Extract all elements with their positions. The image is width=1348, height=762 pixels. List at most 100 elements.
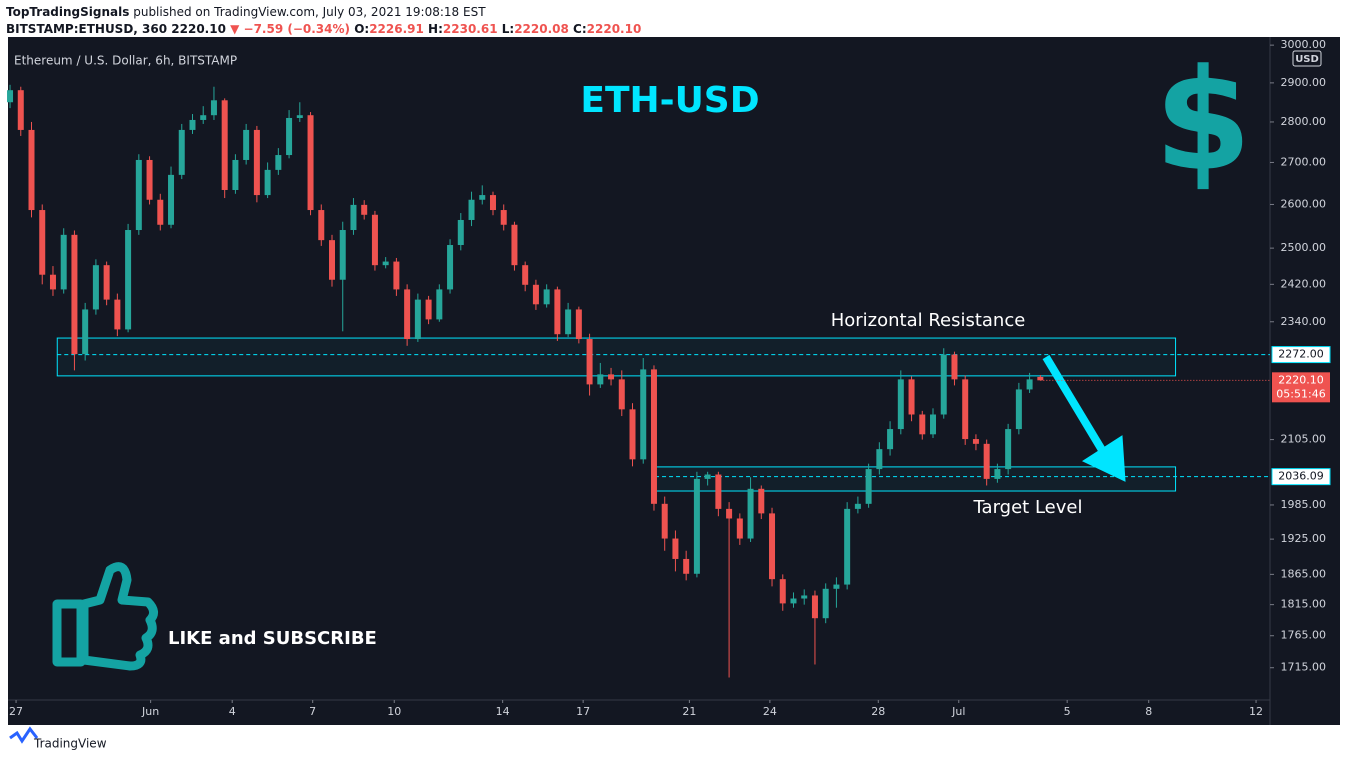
candle-body: [500, 210, 507, 225]
publish-line: TopTradingSignals published on TradingVi…: [6, 5, 486, 19]
candle-body: [1005, 429, 1012, 470]
x-tick-label: Jul: [951, 705, 965, 718]
annotation: LIKE and SUBSCRIBE: [168, 628, 377, 649]
candle-body: [7, 90, 14, 103]
dollar-icon: $: [1154, 40, 1251, 203]
candle-body: [425, 299, 432, 320]
candle-body: [489, 195, 496, 211]
high: 2230.61: [442, 22, 498, 36]
x-tick-label: 7: [309, 705, 316, 718]
candle-body: [790, 598, 797, 604]
legend: Ethereum / U.S. Dollar, 6h, BITSTAMP: [14, 54, 237, 68]
close: 2220.10: [586, 22, 642, 36]
candle-body: [371, 214, 378, 266]
currency: USD: [1295, 54, 1319, 65]
y-tick-label: 1925.00: [1281, 532, 1327, 545]
candle-body: [382, 261, 389, 266]
x-tick-label: 14: [496, 705, 510, 718]
candle-body: [146, 159, 153, 200]
chart-title: ETH-USD: [580, 80, 759, 121]
candle-body: [39, 210, 46, 275]
candle-body: [329, 240, 336, 280]
candle-body: [103, 265, 110, 300]
logo: [9, 726, 39, 744]
candle-body: [543, 289, 550, 305]
candle-body: [92, 265, 99, 310]
candle-body: [1037, 376, 1044, 381]
level-label: 2272.00: [1278, 348, 1324, 361]
candle-body: [114, 299, 121, 330]
candle-body: [962, 379, 969, 440]
candle-body: [447, 245, 454, 290]
candle-body: [897, 379, 904, 430]
candle-body: [522, 265, 529, 285]
open: 2226.91: [369, 22, 424, 36]
candle-body: [82, 309, 89, 355]
candle-body: [683, 558, 690, 574]
candle-body: [672, 538, 679, 559]
candle-body: [693, 478, 700, 574]
candle-body: [457, 219, 464, 246]
zone-label: Target Level: [973, 497, 1083, 518]
candle-body: [168, 174, 175, 225]
candle-body: [468, 199, 475, 220]
candle-body: [575, 309, 582, 340]
candle-body: [983, 443, 990, 479]
candle-body: [49, 274, 56, 290]
level-tag: [1271, 468, 1331, 486]
y-tick-label: 2105.00: [1281, 433, 1327, 446]
candle-body: [479, 195, 486, 200]
zone-label: Horizontal Resistance: [831, 310, 1026, 331]
y-tick-label: 1985.00: [1281, 498, 1327, 511]
candle-body: [919, 414, 926, 435]
candle-body: [779, 579, 786, 604]
candle-body: [844, 508, 851, 585]
price-label: 2220.10: [1278, 373, 1324, 386]
candle-body: [565, 309, 572, 335]
x-tick-label: 4: [229, 705, 236, 718]
x-tick-label: 5: [1064, 705, 1071, 718]
candle-body: [532, 284, 539, 305]
candle-body: [822, 588, 829, 619]
candle-body: [854, 503, 861, 509]
candle-body: [833, 584, 840, 589]
candle-body: [726, 508, 733, 519]
candle-body: [404, 289, 411, 340]
k: H:: [428, 22, 443, 36]
candle-body: [769, 513, 776, 580]
candle-body: [972, 439, 979, 444]
y-tick-label: 1765.00: [1281, 629, 1327, 642]
candle-body: [811, 595, 818, 619]
candle-body: [554, 289, 561, 335]
candle-body: [887, 429, 894, 450]
candle-body: [736, 518, 743, 539]
footer: TradingView: [33, 737, 107, 751]
k: O:: [354, 22, 370, 36]
candle-body: [908, 379, 915, 415]
arrow: [1042, 354, 1126, 482]
candle-body: [393, 261, 400, 290]
y-tick-label: 2340.00: [1281, 315, 1327, 328]
level-label: 2036.09: [1278, 470, 1324, 483]
candle-body: [876, 449, 883, 470]
candle-body: [200, 115, 207, 120]
candle-body: [597, 374, 604, 385]
candle-body: [189, 119, 196, 130]
candle-body: [650, 369, 657, 504]
candle-body: [296, 115, 303, 118]
candle-body: [951, 354, 958, 380]
x-tick-label: 10: [387, 705, 401, 718]
candle-body: [275, 155, 282, 170]
candle-body: [210, 100, 217, 116]
candle-body: [801, 595, 808, 599]
candle-body: [1015, 389, 1022, 430]
candle-body: [221, 100, 228, 190]
x-tick-label: 17: [576, 705, 590, 718]
x-tick-label: 27: [9, 705, 23, 718]
y-tick-label: 2900.00: [1281, 76, 1327, 89]
candle-body: [318, 210, 325, 241]
k: C:: [573, 22, 587, 36]
candle-body: [286, 117, 293, 156]
y-tick-label: 1865.00: [1281, 567, 1327, 580]
low: 2220.08: [514, 22, 569, 36]
